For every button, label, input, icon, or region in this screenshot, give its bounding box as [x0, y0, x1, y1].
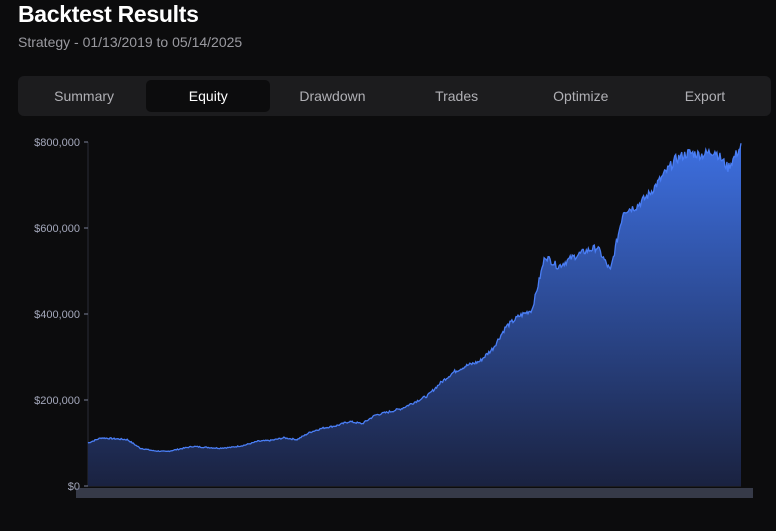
equity-area [88, 143, 741, 486]
equity-chart: $0 $200,000 $400,000 $600,000 $800,000 [0, 130, 776, 510]
y-tick-label: $400,000 [34, 309, 80, 321]
equity-chart-svg: $0$200,000$400,000$600,000$800,000 [34, 137, 753, 498]
page-title: Backtest Results [18, 1, 199, 27]
equity-line [87, 143, 742, 453]
tab-export[interactable]: Export [684, 88, 726, 104]
x-tick-label-band [76, 488, 753, 498]
tab-drawdown[interactable]: Drawdown [299, 88, 366, 104]
y-tick-label: $600,000 [34, 223, 80, 235]
tab-optimize[interactable]: Optimize [553, 88, 609, 104]
y-tick-label: $800,000 [34, 137, 80, 149]
y-tick-label: $200,000 [34, 395, 80, 407]
tab-trades[interactable]: Trades [435, 88, 479, 104]
tab-equity[interactable]: Equity [146, 80, 271, 112]
tab-summary[interactable]: Summary [54, 88, 115, 104]
date-range-subtitle: Strategy - 01/13/2019 to 05/14/2025 [18, 34, 243, 50]
tab-bar: Summary Equity Drawdown Trades Optimize … [18, 76, 771, 116]
